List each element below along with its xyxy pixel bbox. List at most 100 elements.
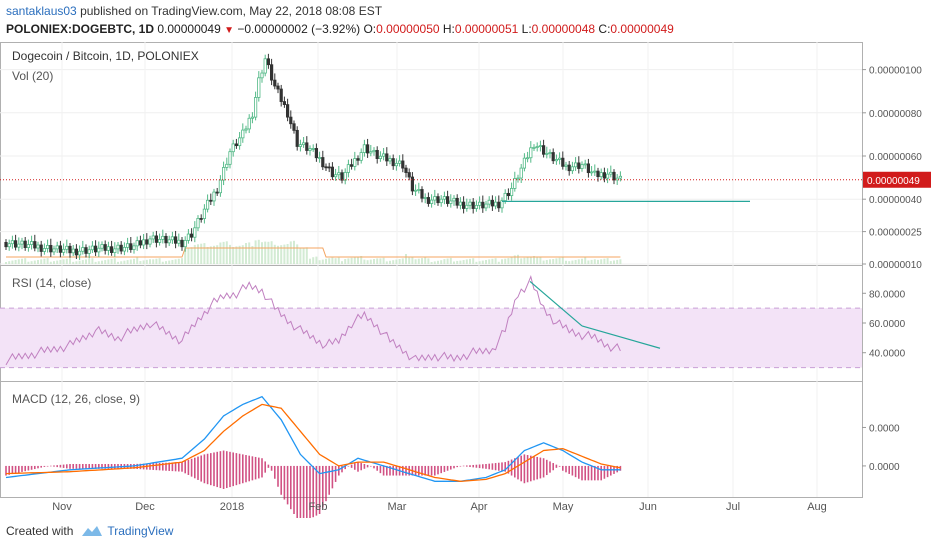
candle-body: [263, 58, 267, 74]
candle-body: [311, 148, 315, 150]
volume-bar: [360, 256, 363, 264]
volume-bar: [277, 245, 279, 264]
macd-histogram-bar: [248, 455, 250, 482]
candle-body: [113, 248, 117, 253]
macd-histogram-bar: [206, 453, 209, 485]
candle-body: [564, 164, 568, 167]
candle-body: [445, 196, 450, 204]
candle-body: [308, 148, 312, 151]
macd-histogram-bar: [34, 465, 36, 470]
x-tick-label: Apr: [470, 501, 487, 513]
candle-body: [177, 239, 181, 244]
volume-bar: [536, 257, 539, 264]
macd-histogram-bar: [235, 453, 238, 486]
candle-body: [535, 146, 539, 148]
volume-bar: [110, 258, 113, 264]
volume-bar: [491, 258, 494, 264]
macd-histogram-bar: [325, 465, 327, 502]
macd-histogram-bar: [5, 465, 7, 476]
macd-histogram-bar: [165, 462, 167, 471]
candle-body: [388, 158, 392, 162]
candle-body: [46, 245, 50, 249]
volume-bar: [21, 258, 23, 264]
author-link[interactable]: santaklaus03: [6, 4, 77, 18]
candle-body: [244, 128, 248, 131]
candle-body: [253, 97, 258, 118]
volume-bar: [94, 261, 97, 264]
volume-bar: [78, 260, 81, 264]
volume-bar: [62, 259, 65, 264]
volume-bar: [33, 260, 36, 264]
candle-body: [516, 177, 520, 180]
candle-body: [612, 171, 616, 181]
volume-bar: [254, 240, 257, 264]
macd-histogram-bar: [603, 465, 606, 479]
candle-body: [289, 116, 293, 125]
candle-body: [574, 162, 578, 168]
down-arrow-icon: ▼: [224, 25, 235, 36]
candle-body: [401, 160, 405, 169]
volume-bar: [366, 260, 369, 264]
candle-body: [477, 201, 482, 206]
volume-bar: [440, 260, 443, 264]
candle-body: [602, 172, 607, 179]
candle-body: [132, 245, 136, 250]
macd-histogram-bar: [197, 456, 199, 480]
low-label: L:: [521, 22, 532, 36]
candle-body: [503, 192, 507, 202]
candle-body: [497, 201, 501, 209]
candle-body: [62, 248, 66, 253]
chart-area[interactable]: 0.00000100 0.00000080 0.00000060 0.00000040…: [0, 42, 932, 518]
macd-histogram-bar: [181, 462, 183, 472]
volume-bar: [280, 245, 283, 264]
macd-histogram-bar: [341, 465, 343, 473]
symbol-bar: POLONIEX:DOGEBTC, 1D 0.00000049 ▼ −0.000…: [6, 22, 674, 36]
macd-histogram-bar: [610, 465, 612, 476]
volume-bar: [289, 241, 292, 264]
macd-histogram-bar: [357, 462, 359, 472]
volume-bar: [168, 260, 171, 264]
candle-body: [484, 203, 488, 209]
candle-body: [241, 129, 245, 139]
candle-body: [506, 192, 511, 197]
volume-bar: [497, 261, 500, 264]
macd-histogram-bar: [203, 454, 206, 484]
macd-histogram-bar: [450, 465, 452, 470]
volume-bar: [56, 260, 59, 264]
macd-histogram-bar: [469, 465, 471, 468]
volume-bar: [126, 260, 129, 264]
macd-histogram-bar: [376, 465, 378, 471]
candle-body: [509, 187, 514, 197]
volume-bar: [174, 259, 177, 264]
volume-bar: [552, 259, 555, 264]
candle-body: [100, 244, 104, 249]
macd-histogram-bar: [542, 458, 545, 478]
candle-body: [394, 162, 399, 167]
volume-bar: [200, 243, 203, 264]
rsi-line: [5, 275, 621, 366]
macd-histogram-bar: [318, 465, 321, 514]
candle-body: [183, 239, 187, 248]
candle-body: [52, 248, 56, 253]
rsi-tick-label: 60.0000: [869, 319, 906, 330]
candle-body: [429, 199, 434, 204]
macd-histogram-bar: [347, 465, 350, 467]
macd-histogram-bar: [510, 459, 513, 476]
tradingview-brand[interactable]: TradingView: [107, 524, 174, 538]
macd-histogram-bar: [331, 465, 334, 489]
candle-body: [39, 244, 43, 252]
candle-body: [4, 241, 8, 248]
candle-body: [324, 166, 328, 169]
volume-bar: [488, 259, 491, 264]
volume-bar: [424, 257, 427, 264]
macd-histogram-bar: [306, 465, 308, 518]
macd-histogram-bar: [277, 465, 279, 487]
macd-histogram-bar: [366, 464, 369, 468]
candle-body: [606, 173, 610, 179]
candle-body: [372, 149, 376, 153]
macd-histogram-bar: [296, 465, 298, 518]
volume-bar: [59, 259, 62, 264]
macd-histogram-bar: [158, 462, 161, 471]
macd-histogram-bar: [178, 462, 180, 472]
volume-bar: [267, 241, 270, 264]
